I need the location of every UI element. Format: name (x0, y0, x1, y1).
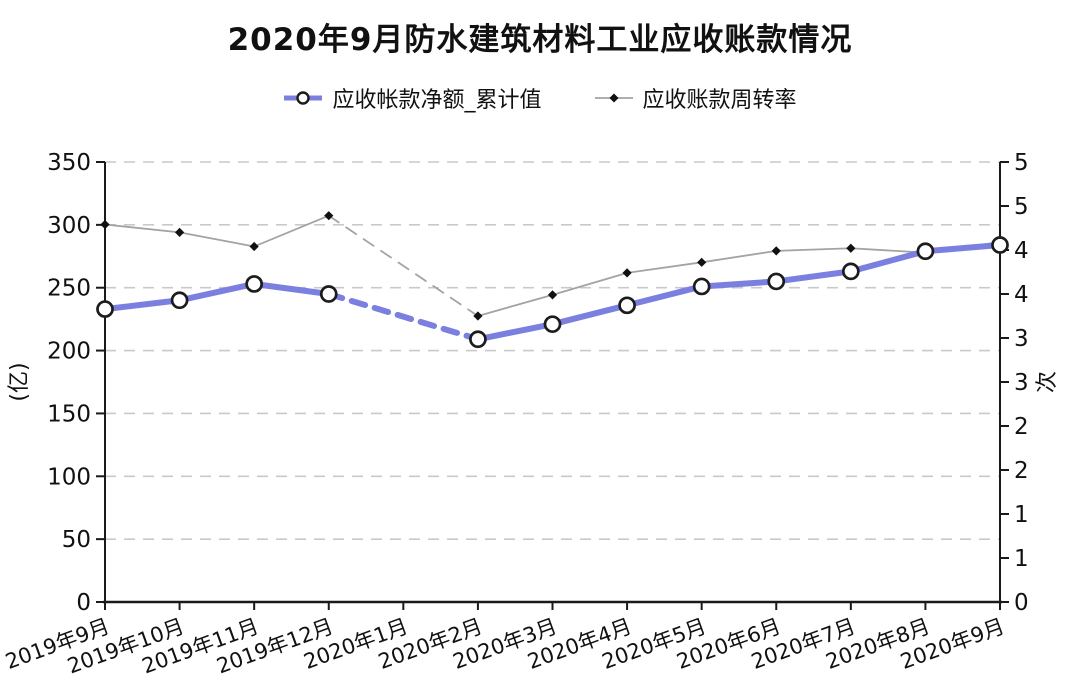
data-point-diamond (324, 211, 334, 221)
right-tick-label: 1 (1014, 546, 1029, 572)
data-point-circle (245, 275, 264, 293)
left-tick-label: 200 (47, 339, 91, 365)
grid-lines (105, 161, 1000, 540)
left-axis: 0 50 100 150 200 250 300 350 (亿) (7, 150, 105, 616)
data-point-diamond (697, 257, 707, 267)
data-point-circle (991, 236, 1009, 254)
data-point-diamond (547, 290, 558, 300)
data-point-diamond (249, 241, 259, 252)
data-point-circle (469, 330, 487, 349)
data-point-circle (96, 300, 114, 318)
chart-title: 2020年9月防水建筑材料工业应收账款情况 (227, 22, 853, 58)
x-axis: 2019年9月2019年10月2019年11月2019年12月2020年1月20… (2, 602, 1008, 678)
right-tick-label: 0 (1014, 590, 1029, 616)
data-point-circle (916, 242, 935, 261)
legend-label-turnover: 应收账款周转率 (642, 88, 797, 113)
series-net-receivables (96, 236, 1009, 349)
left-tick-label: 150 (47, 401, 91, 427)
right-axis-title: 次 (1035, 371, 1060, 393)
legend-item-net-receivables[interactable]: 应收帐款净额_累计值 (283, 82, 542, 114)
right-tick-label: 1 (1014, 502, 1029, 528)
data-point-diamond (100, 219, 110, 230)
data-point-circle (841, 262, 860, 281)
data-point-circle (692, 277, 711, 296)
left-axis-title: (亿) (7, 362, 32, 401)
data-point-diamond (174, 227, 185, 237)
right-tick-label: 2 (1014, 458, 1029, 484)
data-point-diamond (473, 311, 483, 321)
legend-label-net-receivables: 应收帐款净额_累计值 (332, 88, 542, 113)
right-tick-label: 3 (1014, 326, 1029, 352)
right-tick-label: 5 (1014, 194, 1029, 220)
right-tick-label: 2 (1014, 414, 1029, 440)
series-turnover (100, 211, 1005, 321)
left-tick-label: 300 (47, 213, 91, 239)
line-circle-marker-icon (284, 91, 323, 105)
data-point-circle (767, 272, 786, 291)
left-tick-label: 350 (47, 150, 91, 176)
right-axis: 0 1 1 2 2 3 3 4 4 5 5 次 (1000, 150, 1060, 616)
right-tick-label: 4 (1014, 238, 1029, 264)
data-point-diamond (771, 246, 781, 256)
right-tick-label: 4 (1014, 282, 1029, 308)
left-tick-label: 250 (47, 276, 91, 302)
data-point-diamond (846, 243, 856, 253)
data-point-diamond (622, 268, 632, 278)
right-tick-label: 3 (1014, 370, 1029, 396)
axes (103, 162, 1002, 604)
legend: 应收帐款净额_累计值 应收账款周转率 (0, 82, 1080, 114)
right-tick-label: 5 (1014, 150, 1029, 176)
legend-item-turnover[interactable]: 应收账款周转率 (594, 82, 797, 114)
data-point-circle (170, 291, 189, 310)
left-tick-label: 50 (62, 527, 91, 553)
data-point-circle (543, 315, 562, 334)
data-point-circle (618, 296, 636, 315)
left-tick-label: 0 (76, 590, 91, 616)
data-point-circle (319, 285, 338, 303)
left-tick-label: 100 (47, 464, 91, 490)
chart-canvas: 0 50 100 150 200 250 300 350 (亿) 0 1 1 2 2 3 3 4 4 5 5 次 2019… (2, 150, 1060, 678)
line-diamond-marker-icon (594, 93, 633, 103)
